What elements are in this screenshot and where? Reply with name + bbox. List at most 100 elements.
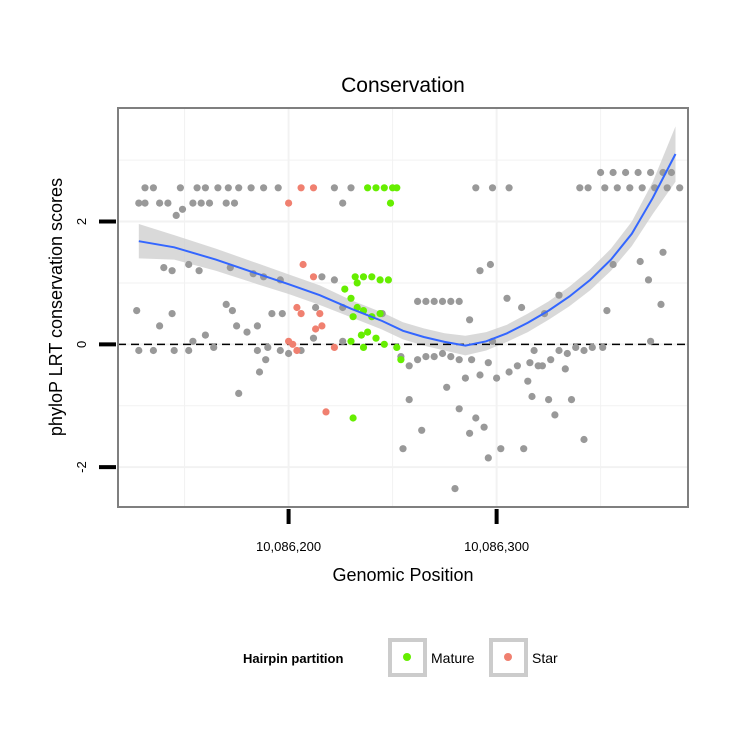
data-point-other xyxy=(468,356,476,364)
data-point-mature xyxy=(397,356,405,364)
data-point-other xyxy=(253,346,261,355)
y-axis: -2 0 2 xyxy=(74,218,116,473)
data-point-other xyxy=(572,343,580,351)
data-point-other xyxy=(503,294,511,302)
data-point-other xyxy=(135,346,143,355)
data-point-other xyxy=(451,485,459,493)
data-point-other xyxy=(172,211,180,219)
data-point-other xyxy=(636,257,644,266)
x-axis: 10,086,200 10,086,300 xyxy=(256,509,529,554)
legend-label-mature: Mature xyxy=(431,650,475,666)
data-point-other xyxy=(405,362,413,370)
data-point-star xyxy=(322,408,330,416)
data-point-other xyxy=(580,346,588,355)
data-point-mature xyxy=(380,340,388,348)
data-point-other xyxy=(588,343,596,351)
data-point-other xyxy=(189,199,197,207)
data-point-other xyxy=(647,168,655,177)
data-point-other xyxy=(149,346,157,355)
data-point-other xyxy=(524,377,532,385)
data-point-other xyxy=(518,303,526,312)
data-point-other xyxy=(486,260,494,269)
data-point-other xyxy=(156,322,164,330)
data-point-mature xyxy=(351,273,359,281)
data-point-other xyxy=(657,300,665,308)
data-point-other xyxy=(626,184,634,192)
data-point-other xyxy=(488,184,497,192)
data-point-other xyxy=(201,331,209,339)
data-point-other xyxy=(233,322,241,330)
data-point-other xyxy=(156,199,164,207)
data-point-other xyxy=(430,353,438,361)
data-point-other xyxy=(214,184,222,192)
data-point-other xyxy=(505,368,513,376)
data-point-other xyxy=(567,396,576,404)
data-point-other xyxy=(634,168,642,177)
data-point-other xyxy=(168,310,176,318)
data-point-other xyxy=(168,267,176,275)
data-point-mature xyxy=(349,313,357,321)
data-point-other xyxy=(133,307,141,315)
data-point-other xyxy=(189,337,197,345)
data-point-mature xyxy=(386,199,395,207)
data-point-mature xyxy=(376,310,384,318)
data-point-other xyxy=(609,260,617,269)
legend: Hairpin partition Mature Star xyxy=(243,638,558,677)
data-point-other xyxy=(638,184,646,192)
data-point-mature xyxy=(364,184,372,192)
data-point-other xyxy=(447,297,455,305)
data-point-star xyxy=(293,346,301,355)
data-point-other xyxy=(551,411,559,419)
data-point-other xyxy=(505,184,513,192)
data-point-other xyxy=(224,184,232,192)
y-axis-title: phyloP LRT conservation scores xyxy=(46,178,66,436)
data-point-other xyxy=(609,168,617,177)
data-point-other xyxy=(197,199,205,207)
data-point-other xyxy=(647,337,655,345)
data-point-other xyxy=(472,184,480,192)
data-point-other xyxy=(580,435,588,444)
data-point-other xyxy=(484,359,492,367)
data-point-mature xyxy=(372,334,380,342)
y-tick-label: -2 xyxy=(74,461,89,473)
data-point-other xyxy=(255,368,264,376)
data-point-other xyxy=(438,297,447,305)
data-point-other xyxy=(253,322,261,330)
data-point-other xyxy=(599,343,607,351)
data-point-mature xyxy=(353,303,361,312)
data-point-other xyxy=(667,168,676,177)
data-point-other xyxy=(466,316,474,324)
data-point-other xyxy=(455,405,463,413)
data-point-other xyxy=(528,392,536,401)
data-point-other xyxy=(472,414,480,422)
legend-entry-star: Star xyxy=(489,638,558,677)
data-point-other xyxy=(160,264,168,272)
data-point-mature xyxy=(393,184,401,192)
data-point-other xyxy=(264,343,272,351)
data-point-other xyxy=(534,362,542,370)
data-point-other xyxy=(443,383,451,391)
data-point-mature xyxy=(368,273,376,281)
data-point-other xyxy=(222,199,230,207)
data-point-other xyxy=(149,184,157,192)
data-point-mature xyxy=(384,276,392,284)
data-point-other xyxy=(318,273,326,281)
data-point-mature xyxy=(359,343,368,351)
data-point-other xyxy=(135,199,143,207)
data-point-other xyxy=(339,337,347,345)
data-point-mature xyxy=(372,184,380,192)
data-point-mature xyxy=(347,294,355,302)
data-point-other xyxy=(247,184,255,192)
data-point-mature xyxy=(364,328,372,336)
data-point-other xyxy=(418,426,426,434)
data-point-other xyxy=(644,276,653,284)
data-point-other xyxy=(484,454,492,462)
data-point-other xyxy=(545,396,553,404)
data-point-other xyxy=(576,184,584,192)
data-point-star xyxy=(330,343,338,351)
data-point-other xyxy=(476,267,484,275)
data-point-other xyxy=(676,184,684,192)
data-point-other xyxy=(461,374,469,382)
